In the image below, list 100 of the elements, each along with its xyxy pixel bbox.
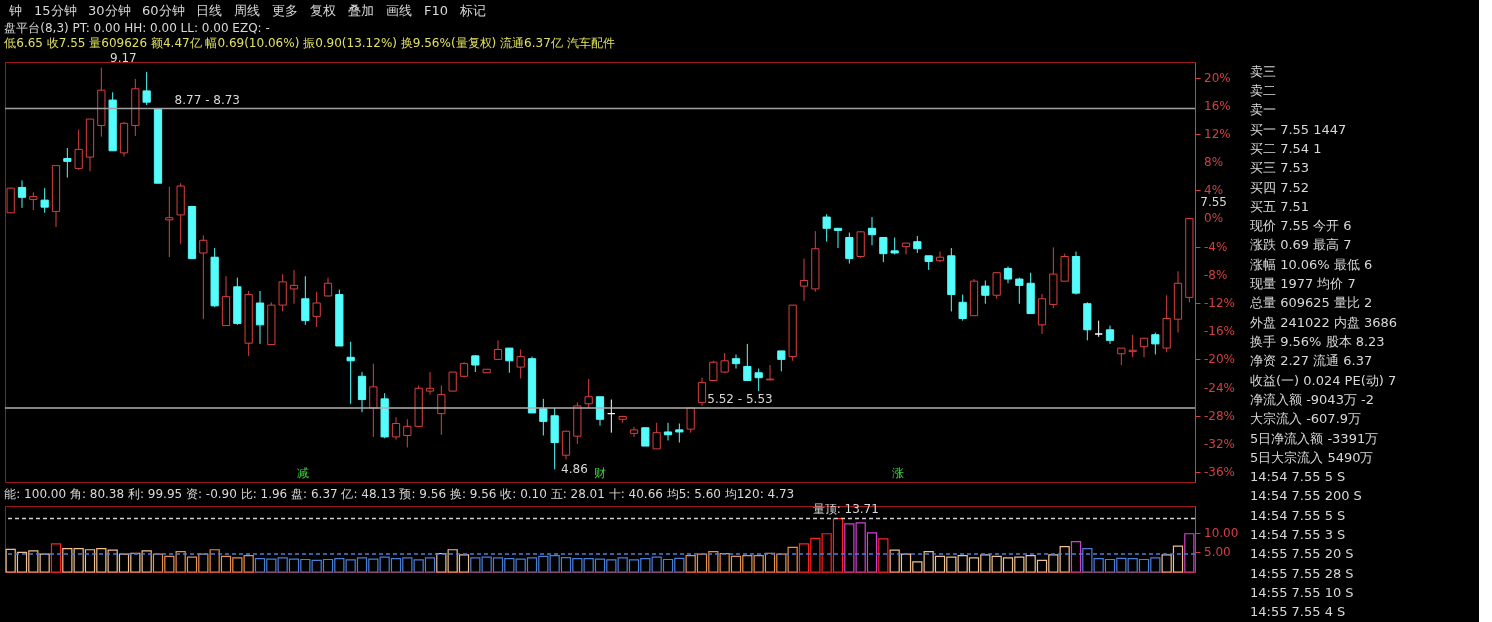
candlestick [777, 350, 786, 372]
y-tick-label: 0% [1204, 211, 1224, 226]
candlestick [301, 275, 310, 326]
candlestick [833, 227, 843, 249]
y-tick-label: -16% [1204, 324, 1236, 339]
text: 14:54 7.55 200 S [1250, 488, 1362, 504]
candlestick [992, 272, 1001, 300]
candlestick [731, 353, 741, 370]
text: 卖一 [1250, 102, 1276, 118]
text: 30分钟 [88, 3, 131, 18]
text: 收益(一) 0.024 PE(动) 7 [1250, 372, 1397, 388]
y-tick-label: 16% [1204, 98, 1231, 113]
text: 更多 [272, 3, 298, 18]
text: 净资 2.27 流通 6.37 [1250, 353, 1373, 369]
bar [50, 543, 62, 573]
candlestick [312, 291, 321, 328]
y-tick-label: 5.00 [1204, 545, 1231, 560]
y-tick-label: -20% [1204, 352, 1236, 367]
text: 涨跌 0.69 最高 7 [1250, 237, 1352, 253]
bar [878, 538, 889, 573]
y-tick-label: -28% [1204, 408, 1236, 423]
candlestick [425, 371, 435, 396]
y-tick-label: -4% [1204, 239, 1228, 254]
text: 14:55 7.55 10 S [1250, 585, 1354, 601]
text: 日线 [196, 3, 222, 18]
chart-title: 能: 100.00 角: 80.38 利: 99.95 资: -0.90 比: 1.96 盘: 6.37 亿: 48.13 预: 9.56 换: 9.56 收: 0.10 五: 28.01 十: 40.66 均5: 5.60 均120: 4.73 [4, 487, 795, 502]
candlestick [346, 341, 355, 405]
y-tick-label: -24% [1204, 380, 1236, 395]
annotation: 9.17 [110, 50, 137, 65]
candlestick [63, 147, 72, 179]
y-tick-label: 10.00 [1204, 525, 1239, 540]
chart-subtitle: 低6.65 收7.55 量609626 额4.47亿 幅0.69(10.06%) 振0.90(13.12%) 换9.56%(量复权) 流通6.37亿 汽车配件 [4, 35, 615, 50]
candlestick [822, 213, 831, 243]
text: 卖三 [1250, 63, 1276, 79]
candlestick [289, 269, 299, 305]
candlestick [1015, 277, 1024, 305]
candlestick [754, 368, 763, 392]
candlestick [539, 398, 548, 436]
y-tick-label: 4% [1204, 183, 1224, 198]
text: 外盘 241022 内盘 3686 [1250, 314, 1398, 330]
text: 净流入额 -9043万 -2 [1250, 391, 1375, 407]
candlestick [505, 347, 514, 374]
text: 叠加 [348, 3, 374, 18]
text: 现量 1977 均价 7 [1250, 276, 1356, 292]
candlestick [845, 232, 854, 265]
text: 买一 7.55 1447 [1250, 121, 1347, 137]
candlestick [686, 407, 695, 434]
annotation: 5.52 - 5.53 [707, 392, 773, 407]
candlestick [743, 343, 752, 382]
text: 买五 7.51 [1250, 198, 1310, 214]
candlestick [323, 277, 333, 298]
text: 14:55 7.55 20 S [1250, 546, 1354, 562]
annotation: 4.86 [561, 462, 588, 477]
candlestick [584, 378, 593, 409]
text: 复权 [310, 3, 336, 18]
y-tick-label: -12% [1204, 296, 1236, 311]
y-tick-label: -36% [1204, 465, 1236, 480]
text: 换手 9.56% 股本 8.23 [1250, 334, 1385, 349]
candlestick [641, 427, 650, 447]
text: 14:55 7.55 4 S [1250, 604, 1346, 620]
text: 买二 7.54 1 [1250, 140, 1322, 156]
candlestick [516, 349, 525, 379]
candlestick [709, 360, 718, 382]
candlestick [958, 294, 967, 322]
candlestick [403, 418, 412, 448]
candlestick [199, 234, 208, 320]
candlestick [1151, 332, 1160, 355]
text: 买四 7.52 [1250, 179, 1310, 195]
annotation: 量顶: 13.71 [812, 502, 879, 517]
candlestick [652, 422, 661, 450]
candlestick [675, 423, 684, 444]
candlestick [561, 430, 571, 460]
text: 14:54 7.55 5 S [1250, 469, 1346, 485]
text: 7.55 [1200, 195, 1227, 210]
candlestick [369, 363, 378, 438]
text: 15分钟 [34, 3, 77, 18]
candlestick [493, 339, 503, 360]
candlestick [1139, 337, 1149, 358]
bar [1070, 540, 1082, 573]
annotation: 8.77 - 8.73 [174, 92, 241, 107]
candlestick [629, 426, 639, 438]
annotation: 减 [296, 466, 309, 480]
text: 周线 [234, 3, 260, 18]
candlestick [799, 258, 809, 302]
candlestick [448, 371, 457, 392]
candlestick [40, 187, 49, 214]
text: 14:55 7.55 28 S [1250, 565, 1354, 581]
text: 14:54 7.55 5 S [1250, 507, 1346, 523]
text: 涨幅 10.06% 最低 6 [1250, 256, 1373, 272]
text: 大宗流入 -607.9万 [1250, 411, 1362, 427]
candlestick [278, 273, 287, 312]
candlestick [720, 352, 729, 374]
text: 60分钟 [142, 3, 185, 18]
candlestick [879, 236, 888, 263]
bar [1184, 533, 1195, 573]
candlestick [697, 377, 707, 407]
candlestick [663, 422, 673, 441]
y-tick-label: -8% [1204, 267, 1228, 282]
candlestick [867, 216, 877, 246]
candlestick [255, 290, 265, 345]
